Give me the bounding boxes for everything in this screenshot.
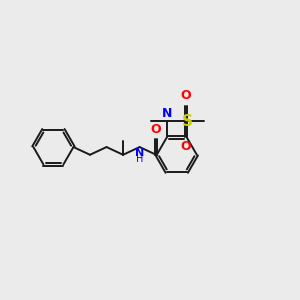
Text: O: O bbox=[181, 140, 191, 153]
Text: S: S bbox=[182, 114, 193, 129]
Text: N: N bbox=[135, 148, 144, 158]
Text: H: H bbox=[136, 154, 144, 164]
Text: O: O bbox=[181, 89, 191, 102]
Text: N: N bbox=[162, 107, 172, 120]
Text: O: O bbox=[151, 123, 161, 136]
